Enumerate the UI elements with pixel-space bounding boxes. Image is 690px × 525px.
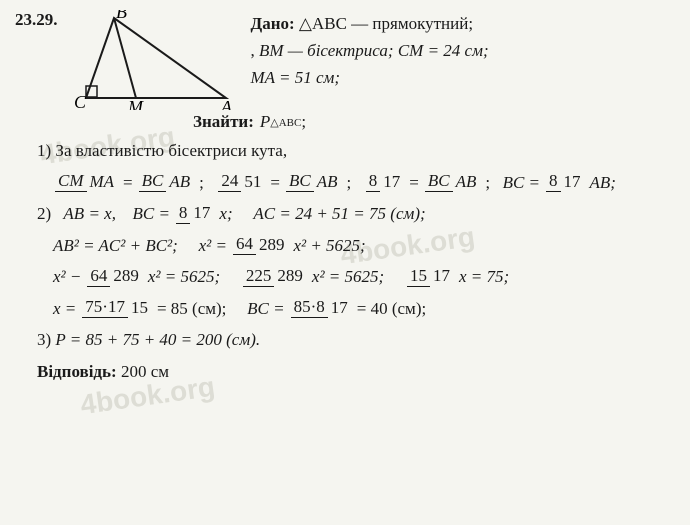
given-line-3: MA = 51 см; xyxy=(251,68,341,87)
step2-line3: x² − 64289 x² = 5625; 225289 x² = 5625; … xyxy=(15,264,675,290)
answer-line: Відповідь: 200 см xyxy=(15,359,675,385)
given-section: Дано: △ABC — прямокутний; , BM — бісектр… xyxy=(241,10,676,92)
vertex-a-label: A xyxy=(220,97,233,110)
step1-equation: CMMA = BCAB ; 2451 = BCAB ; 817 = BCAB ;… xyxy=(15,170,675,196)
vertex-b-label: B xyxy=(116,10,127,22)
step3-line: 3) P = 85 + 75 + 40 = 200 (см). xyxy=(15,327,675,353)
content-container: 23.29. B C M A Дано: △ABC — прямокутний;… xyxy=(15,10,675,384)
given-line-1: △ABC — прямокутний; xyxy=(299,14,473,33)
header-row: 23.29. B C M A Дано: △ABC — прямокутний;… xyxy=(15,10,675,110)
find-subscript: △ABC xyxy=(270,116,301,129)
triangle-diagram: B C M A xyxy=(66,10,241,110)
problem-number: 23.29. xyxy=(15,10,58,30)
find-suffix: ; xyxy=(301,112,306,132)
step1-text: 1) За властивістю бісектриси кута, xyxy=(15,138,675,164)
find-label: Знайти: xyxy=(193,112,254,132)
given-label: Дано: xyxy=(251,14,295,33)
given-line-2: , BM — бісектриса; CM = 24 см; xyxy=(251,41,489,60)
step2-line2: AB² = AC² + BC²; x² = 64289 x² + 5625; xyxy=(15,233,675,259)
find-var: P xyxy=(260,112,270,132)
vertex-m-label: M xyxy=(127,97,144,110)
step2-line1: 2) AB = x, BC = 817 x; AC = 24 + 51 = 75… xyxy=(15,201,675,227)
find-row: Знайти: P△ABC; xyxy=(15,112,675,132)
step2-line4: x = 75·1715 = 85 (см); BC = 85·817 = 40 … xyxy=(15,296,675,322)
vertex-c-label: C xyxy=(74,92,87,110)
